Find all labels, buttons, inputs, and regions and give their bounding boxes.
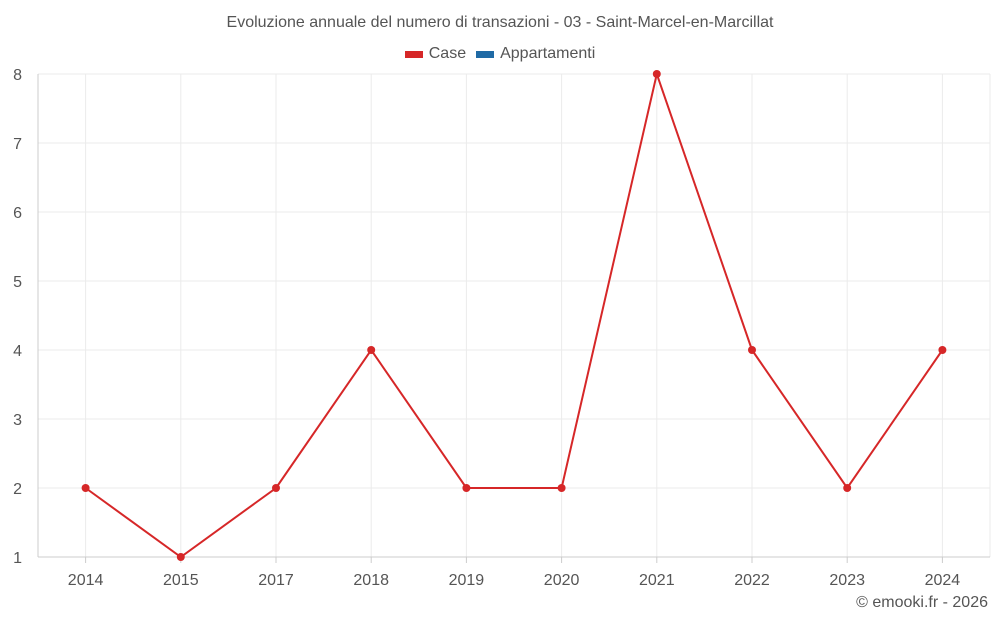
data-point (81, 484, 90, 492)
y-tick-label: 1 (13, 550, 22, 567)
y-tick-label: 6 (13, 205, 22, 222)
y-tick-label: 7 (13, 136, 22, 153)
y-tick-label: 8 (13, 67, 22, 84)
credit-text: © emooki.fr - 2026 (856, 594, 988, 611)
x-tick-label: 2019 (449, 572, 485, 589)
y-tick-label: 5 (13, 274, 22, 291)
data-point (748, 346, 756, 354)
x-tick-label: 2023 (829, 572, 865, 589)
data-point (557, 484, 566, 492)
x-tick-label: 2022 (734, 572, 770, 589)
data-point (843, 484, 852, 492)
x-tick-label: 2020 (544, 572, 580, 589)
chart-title: Evoluzione annuale del numero di transaz… (226, 14, 774, 31)
data-point (462, 484, 471, 492)
data-point (652, 70, 661, 78)
x-tick-label: 2014 (68, 572, 104, 589)
legend-label-case: Case (428, 45, 467, 62)
data-point (272, 484, 280, 492)
legend-label-appartamenti: Appartamenti (500, 45, 596, 62)
y-tick-label: 4 (13, 343, 22, 360)
legend-swatch-appartamenti (476, 50, 495, 58)
series-layer (81, 70, 947, 561)
legend-swatch-case (404, 50, 423, 58)
legend-item-appartamenti[interactable]: Appartamenti (476, 45, 595, 63)
data-point (176, 553, 185, 561)
data-point (367, 346, 376, 354)
x-tick-label: 2017 (258, 572, 294, 589)
series-line-case (85, 70, 944, 559)
y-tick-label: 2 (13, 481, 22, 498)
y-tick-label: 3 (13, 412, 22, 429)
x-tick-label: 2021 (639, 572, 675, 589)
grid (38, 73, 991, 557)
data-point (938, 346, 947, 354)
x-axis-ticks: 2014 2015 2017 2018 2019 2020 2021 2022 2023 2024 (68, 572, 960, 589)
x-tick-label: 2024 (925, 572, 961, 589)
axes (37, 74, 990, 563)
y-axis-ticks: 1 2 3 4 5 6 7 8 (13, 67, 22, 567)
legend-item-case[interactable]: Case (404, 45, 467, 63)
x-tick-label: 2015 (163, 572, 199, 589)
x-tick-label: 2018 (353, 572, 389, 589)
legend: Case Appartamenti (0, 45, 1000, 63)
